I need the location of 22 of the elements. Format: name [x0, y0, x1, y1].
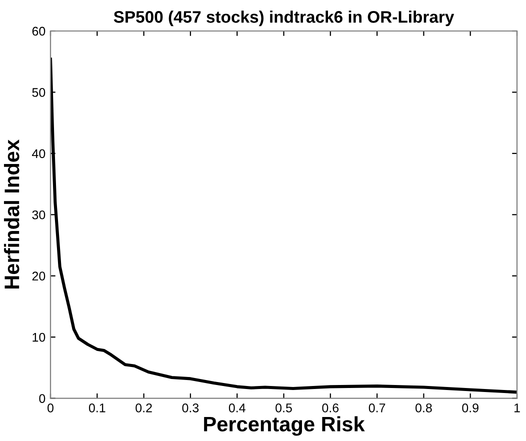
y-tick-label: 40 — [32, 149, 46, 158]
x-tick-label: 0.9 — [462, 403, 478, 412]
y-tick-label: 30 — [32, 210, 46, 220]
x-tick-label: 1 — [514, 404, 520, 412]
line-series — [50, 58, 517, 394]
x-axis-title: Percentage Risk — [204, 416, 365, 436]
x-tick-label: 0.7 — [368, 403, 386, 412]
y-tick-label: 20 — [32, 272, 46, 281]
chart-title: SP500 (457 stocks) indtrack6 in OR-Library — [114, 10, 454, 26]
y-tick-label: 60 — [32, 26, 46, 36]
x-tick-label: 0.4 — [228, 403, 246, 412]
y-tick-label: 10 — [32, 332, 46, 342]
x-tick-label: 0.2 — [136, 403, 152, 412]
y-axis-title: Herfindal Index — [4, 140, 20, 288]
y-tick-label: 0 — [39, 394, 46, 403]
x-tick-label: 0.5 — [276, 403, 292, 412]
y-tick-label: 50 — [32, 88, 46, 97]
x-tick-label: 0.8 — [416, 403, 432, 412]
x-tick-label: 0.3 — [182, 403, 199, 412]
x-tick-label: 0 — [48, 403, 54, 412]
x-tick-label: 0.1 — [88, 403, 106, 412]
x-tick-label: 0.6 — [322, 403, 339, 412]
